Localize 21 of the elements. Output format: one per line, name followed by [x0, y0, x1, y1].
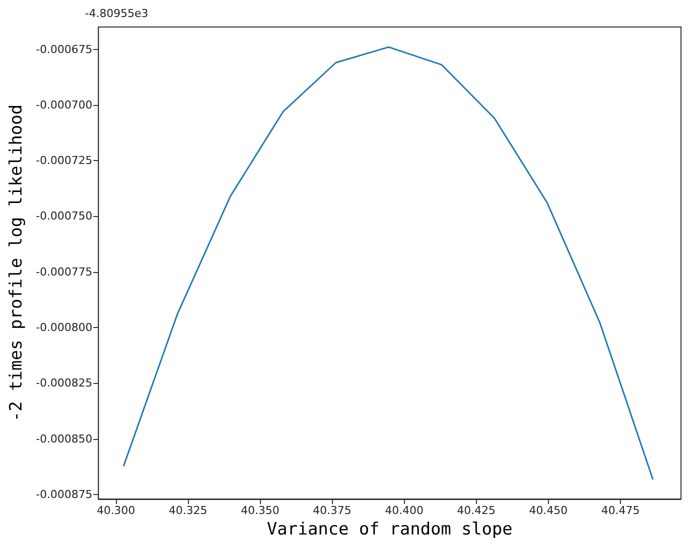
y-tick-label: -0.000850: [36, 432, 92, 446]
y-tick-label: -0.000675: [36, 42, 92, 56]
y-tick-label: -0.000825: [36, 376, 92, 390]
x-tick-label: 40.450: [529, 504, 568, 517]
x-tick-label: 40.375: [312, 504, 352, 517]
y-tick-label: -0.000700: [36, 98, 92, 112]
y-tick-label: -0.000725: [36, 154, 92, 168]
x-tick-label: 40.325: [168, 504, 208, 517]
y-axis-title: -2 times profile log likelihood: [6, 104, 26, 422]
x-tick-label: 40.300: [96, 504, 136, 517]
x-tick-label: 40.425: [457, 504, 496, 517]
y-tick-label: -0.000750: [36, 210, 92, 223]
x-tick-label: 40.475: [601, 504, 640, 517]
y-tick-label: -0.000800: [36, 321, 92, 334]
y-tick-label: -0.000775: [36, 265, 92, 278]
x-tick-label: 40.400: [384, 504, 424, 517]
x-axis-title: Variance of random slope: [266, 519, 512, 540]
text: -4.80955e3: [85, 7, 148, 20]
x-tick-label: 40.350: [240, 504, 280, 517]
y-tick-label: -0.000875: [36, 488, 92, 502]
line-series: [122, 46, 654, 480]
